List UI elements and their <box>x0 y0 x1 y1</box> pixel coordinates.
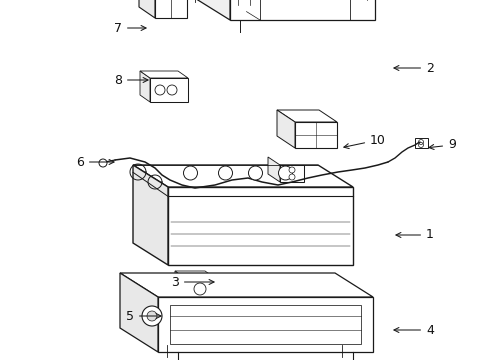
Polygon shape <box>158 297 372 352</box>
Circle shape <box>248 166 262 180</box>
Polygon shape <box>120 273 158 352</box>
Text: 2: 2 <box>393 62 433 75</box>
Polygon shape <box>150 78 187 102</box>
Polygon shape <box>276 110 294 148</box>
Circle shape <box>278 166 292 180</box>
Text: 1: 1 <box>395 229 433 242</box>
Polygon shape <box>155 0 186 18</box>
Circle shape <box>147 311 157 321</box>
Text: 6: 6 <box>76 156 114 168</box>
Text: 10: 10 <box>343 134 385 149</box>
Circle shape <box>288 167 294 173</box>
Text: 4: 4 <box>393 324 433 337</box>
Polygon shape <box>414 138 427 148</box>
Circle shape <box>142 306 162 326</box>
Polygon shape <box>133 165 168 265</box>
Circle shape <box>218 166 232 180</box>
Polygon shape <box>184 0 229 20</box>
Polygon shape <box>140 71 187 78</box>
Text: 3: 3 <box>171 275 214 288</box>
Text: 8: 8 <box>114 73 148 86</box>
Polygon shape <box>229 0 374 20</box>
Polygon shape <box>280 165 304 182</box>
Polygon shape <box>133 165 352 187</box>
Circle shape <box>99 159 107 167</box>
Text: 7: 7 <box>114 22 146 35</box>
Polygon shape <box>175 271 184 300</box>
Polygon shape <box>267 157 280 182</box>
Circle shape <box>194 283 205 295</box>
Polygon shape <box>120 273 372 297</box>
Polygon shape <box>184 278 215 300</box>
Text: 5: 5 <box>126 310 161 323</box>
Polygon shape <box>168 187 352 265</box>
Circle shape <box>183 166 197 180</box>
Polygon shape <box>276 110 336 122</box>
Circle shape <box>288 174 294 180</box>
Polygon shape <box>140 71 150 102</box>
Polygon shape <box>294 122 336 148</box>
Polygon shape <box>139 0 155 18</box>
Text: 9: 9 <box>428 139 455 152</box>
Polygon shape <box>175 271 215 278</box>
